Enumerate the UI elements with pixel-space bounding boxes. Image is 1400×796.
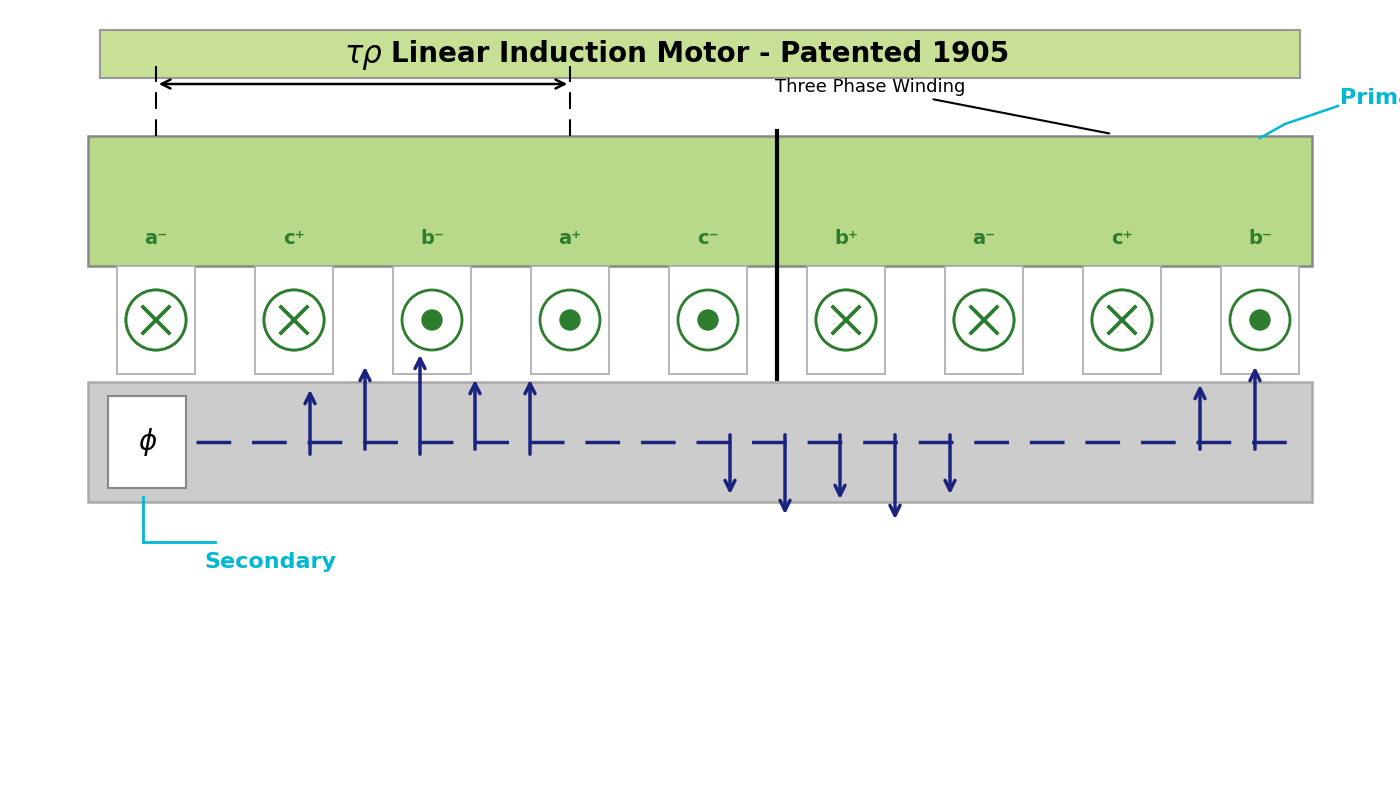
Text: Three Phase Winding: Three Phase Winding [774,78,1109,134]
Bar [88,136,1312,266]
Text: c⁺: c⁺ [1112,229,1133,248]
Bar [531,266,609,374]
Bar [255,266,333,374]
Text: Primary: Primary [1340,88,1400,108]
Text: c⁺: c⁺ [283,229,305,248]
Bar [669,266,748,374]
Text: b⁻: b⁻ [420,229,444,248]
Circle shape [1231,290,1289,350]
Circle shape [421,310,442,330]
Text: a⁺: a⁺ [559,229,581,248]
Bar [99,30,1301,78]
Circle shape [265,290,323,350]
Text: a⁻: a⁻ [144,229,168,248]
Circle shape [540,290,601,350]
Bar [1084,266,1161,374]
Text: b⁻: b⁻ [1247,229,1273,248]
Circle shape [1250,310,1270,330]
Text: ϕ: ϕ [137,428,157,456]
Circle shape [678,290,738,350]
Text: τρ: τρ [344,41,382,70]
Text: b⁺: b⁺ [834,229,858,248]
Circle shape [1092,290,1152,350]
Circle shape [1092,290,1152,350]
Text: Secondary: Secondary [204,552,336,572]
Bar [393,266,470,374]
Circle shape [699,310,718,330]
Bar [945,266,1023,374]
Circle shape [402,290,462,350]
Bar [118,266,195,374]
Bar [88,382,1312,502]
Circle shape [265,290,323,350]
Circle shape [126,290,186,350]
Bar [806,266,885,374]
Circle shape [560,310,580,330]
Circle shape [953,290,1014,350]
Circle shape [953,290,1014,350]
Bar [108,396,186,488]
Text: a⁻: a⁻ [973,229,995,248]
Text: c⁻: c⁻ [697,229,718,248]
Text: Linear Induction Motor - Patented 1905: Linear Induction Motor - Patented 1905 [391,40,1009,68]
Circle shape [126,290,186,350]
Circle shape [816,290,876,350]
Bar [1221,266,1299,374]
Circle shape [816,290,876,350]
